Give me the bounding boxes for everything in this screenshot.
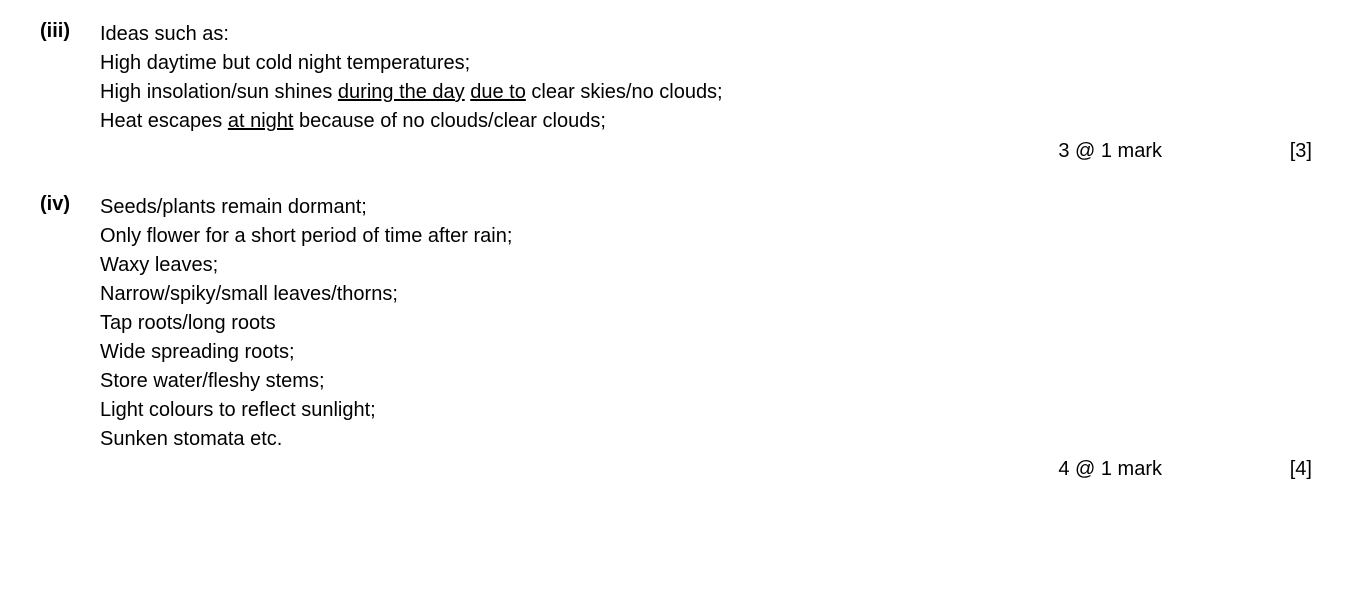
question-content: Ideas such as: High daytime but cold nig… (100, 20, 1332, 136)
content-line: Wide spreading roots; (100, 338, 1332, 367)
content-line: Light colours to reflect sunlight; (100, 396, 1332, 425)
text-segment-underline: during the day (338, 81, 465, 103)
text-segment: Narrow/spiky/small leaves/thorns; (100, 283, 398, 305)
content-line: Ideas such as: (100, 20, 1332, 49)
text-segment: Seeds/plants remain dormant; (100, 196, 367, 218)
marks-bracket: [3] (1262, 140, 1312, 163)
marks-bracket: [4] (1262, 458, 1312, 481)
text-segment: Light colours to reflect sunlight; (100, 399, 376, 421)
question-iii: (iii) Ideas such as: High daytime but co… (40, 20, 1332, 163)
question-iv: (iv) Seeds/plants remain dormant; Only f… (40, 193, 1332, 481)
question-number: (iv) (40, 193, 100, 216)
marks-text: 4 @ 1 mark (1058, 458, 1162, 481)
text-segment: clear skies/no clouds; (526, 81, 723, 103)
content-line: Only flower for a short period of time a… (100, 222, 1332, 251)
question-row: (iii) Ideas such as: High daytime but co… (40, 20, 1332, 136)
text-segment: Wide spreading roots; (100, 341, 295, 363)
text-segment-underline: at night (228, 110, 294, 132)
question-number: (iii) (40, 20, 100, 43)
question-row: (iv) Seeds/plants remain dormant; Only f… (40, 193, 1332, 454)
marks-row: 3 @ 1 mark [3] (40, 140, 1332, 163)
content-line: High insolation/sun shines during the da… (100, 78, 1332, 107)
content-line: Tap roots/long roots (100, 309, 1332, 338)
text-segment: Only flower for a short period of time a… (100, 225, 512, 247)
text-segment: High insolation/sun shines (100, 81, 338, 103)
text-segment: because of no clouds/clear clouds; (293, 110, 605, 132)
document-body: (iii) Ideas such as: High daytime but co… (40, 20, 1332, 481)
text-segment: Waxy leaves; (100, 254, 218, 276)
content-line: Store water/fleshy stems; (100, 367, 1332, 396)
marks-text: 3 @ 1 mark (1058, 140, 1162, 163)
text-segment: Ideas such as: (100, 23, 229, 45)
text-segment-underline: due to (470, 81, 526, 103)
marks-row: 4 @ 1 mark [4] (40, 458, 1332, 481)
question-content: Seeds/plants remain dormant; Only flower… (100, 193, 1332, 454)
content-line: Sunken stomata etc. (100, 425, 1332, 454)
text-segment: High daytime but cold night temperatures… (100, 52, 470, 74)
content-line: High daytime but cold night temperatures… (100, 49, 1332, 78)
content-line: Seeds/plants remain dormant; (100, 193, 1332, 222)
text-segment: Heat escapes (100, 110, 228, 132)
content-line: Narrow/spiky/small leaves/thorns; (100, 280, 1332, 309)
text-segment: Tap roots/long roots (100, 312, 276, 334)
content-line: Heat escapes at night because of no clou… (100, 107, 1332, 136)
text-segment: Store water/fleshy stems; (100, 370, 325, 392)
text-segment: Sunken stomata etc. (100, 428, 282, 450)
content-line: Waxy leaves; (100, 251, 1332, 280)
